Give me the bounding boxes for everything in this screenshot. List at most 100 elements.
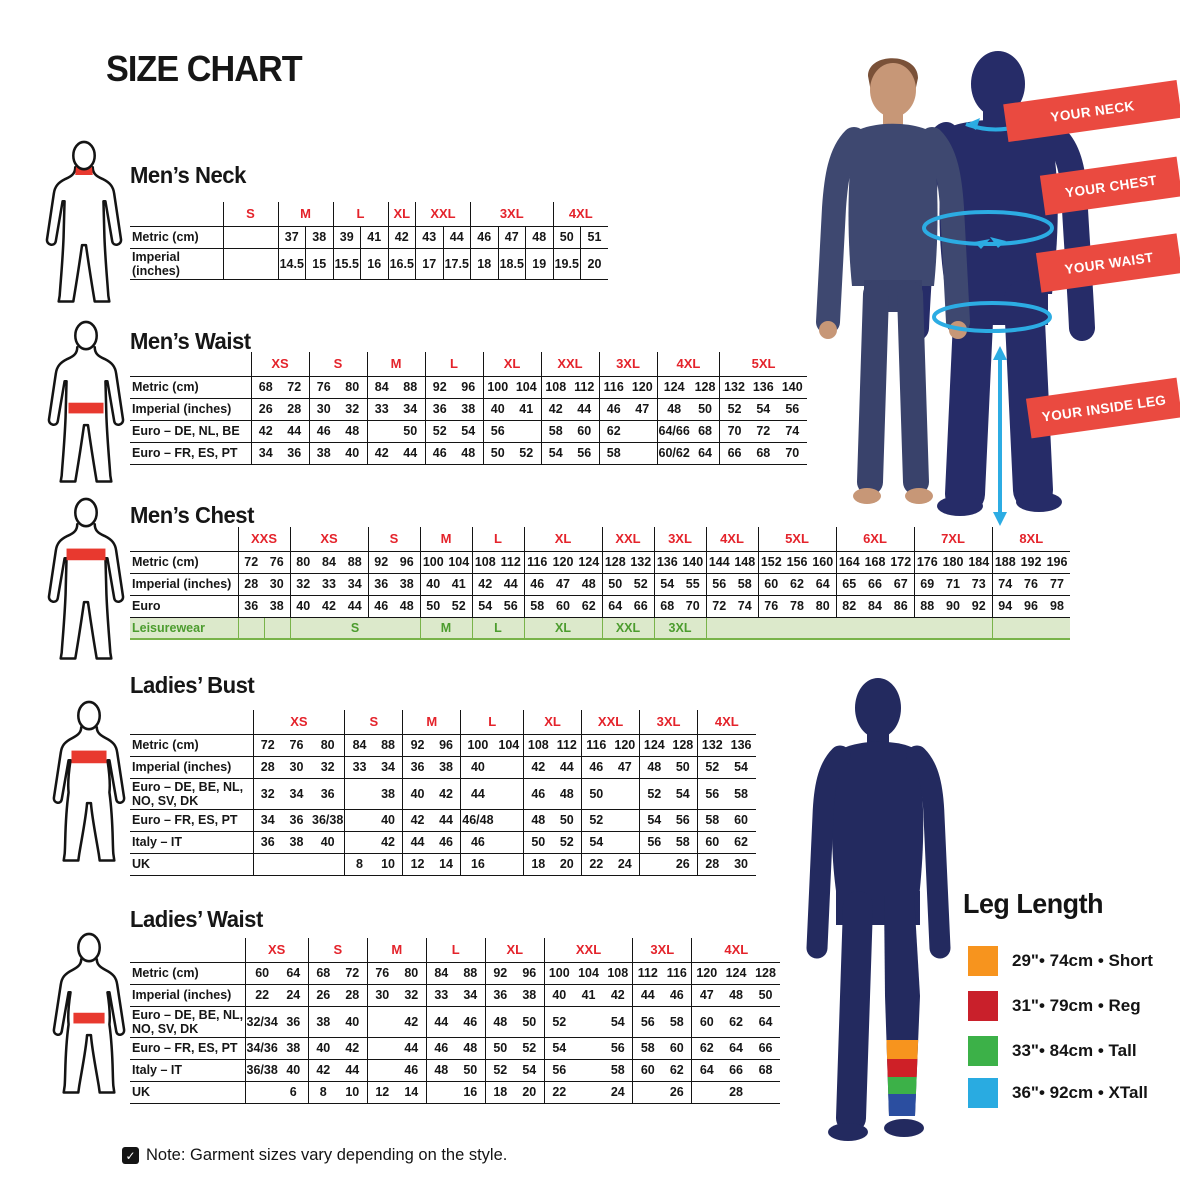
size-cell: 26 bbox=[307, 984, 338, 1007]
size-group-label: S bbox=[367, 527, 420, 552]
size-cell: 20 bbox=[580, 248, 608, 280]
size-cell: 37 bbox=[277, 226, 306, 249]
size-cell: 56 bbox=[668, 809, 698, 832]
size-cell: 112 bbox=[552, 734, 582, 757]
size-cell: 148 bbox=[732, 551, 758, 574]
size-cell: 168 bbox=[862, 551, 888, 574]
size-cell: 54 bbox=[726, 756, 756, 779]
size-cell: 30 bbox=[366, 984, 397, 1007]
page-title: SIZE CHART bbox=[106, 48, 303, 89]
size-cell: 96 bbox=[454, 376, 483, 399]
size-cell: 50 bbox=[396, 420, 425, 443]
female-waist-figure-icon bbox=[52, 932, 126, 1094]
legend-label: 36"• 92cm • XTall bbox=[1012, 1083, 1148, 1102]
photo-man bbox=[816, 58, 970, 504]
size-cell: 36 bbox=[367, 573, 394, 596]
size-cell: 18.5 bbox=[497, 248, 526, 280]
size-cell: 72 bbox=[252, 734, 282, 757]
size-cell: 124 bbox=[721, 962, 751, 985]
size-cell: 54 bbox=[668, 778, 698, 810]
size-group-header: XXS XS S M L XL XXL 3XL 4XL 5XL 6XL 7XL 8XL bbox=[130, 527, 1070, 552]
size-cell: 54 bbox=[471, 595, 498, 618]
size-cell: 84 bbox=[425, 962, 456, 985]
size-cell: 34 bbox=[396, 398, 425, 421]
waist-highlight bbox=[73, 1012, 105, 1024]
size-cell: 52 bbox=[639, 778, 669, 810]
table-row: UK 8 10 12 14 16 18 20 22 24 26 28 30 bbox=[130, 853, 756, 876]
size-cell bbox=[628, 420, 657, 443]
size-cell: 92 bbox=[966, 595, 992, 618]
size-cell: 120 bbox=[550, 551, 576, 574]
size-group-label: XXS bbox=[237, 527, 290, 552]
size-cell: 104 bbox=[573, 962, 604, 985]
size-group-label: 3XL bbox=[639, 710, 698, 735]
size-cell: 92 bbox=[367, 551, 394, 574]
size-cell bbox=[573, 1059, 604, 1082]
size-cell: 56 bbox=[498, 595, 524, 618]
size-group-label: 3XL bbox=[598, 352, 657, 377]
size-cell: 22 bbox=[244, 984, 279, 1007]
size-cell: 22 bbox=[543, 1081, 574, 1104]
size-cell: 40 bbox=[307, 1037, 338, 1060]
size-cell: 62 bbox=[784, 573, 810, 596]
size-cell: 72 bbox=[705, 595, 732, 618]
size-cell: 58 bbox=[632, 1037, 663, 1060]
size-cell: 36/38 bbox=[311, 809, 345, 832]
size-cell: 54 bbox=[603, 1006, 633, 1038]
size-cell: 38 bbox=[308, 442, 338, 465]
size-cell: 44 bbox=[425, 1006, 456, 1038]
mens-chest-table: XXS XS S M L XL XXL 3XL 4XL 5XL 6XL 7XL 8XL Metric (c… bbox=[130, 527, 1070, 640]
size-cell: 84 bbox=[366, 376, 396, 399]
size-cell: 42 bbox=[373, 831, 403, 854]
size-cell: 44 bbox=[552, 756, 582, 779]
size-cell bbox=[610, 831, 640, 854]
size-cell bbox=[573, 1006, 604, 1038]
size-cell: 47 bbox=[691, 984, 722, 1007]
size-cell: 62 bbox=[721, 1006, 751, 1038]
note-text: Note: Garment sizes vary depending on th… bbox=[146, 1146, 508, 1164]
size-cell: 54 bbox=[653, 573, 680, 596]
reg-swatch bbox=[968, 991, 998, 1021]
size-cell: 94 bbox=[991, 595, 1018, 618]
size-cell: 77 bbox=[1044, 573, 1070, 596]
row-label: Euro – DE, BE, NL, NO, SV, DK bbox=[130, 778, 253, 810]
size-cell: 116 bbox=[523, 551, 550, 574]
size-cell: 124 bbox=[656, 376, 691, 399]
size-cell: 42 bbox=[250, 420, 280, 443]
size-cell: 56 bbox=[603, 1037, 633, 1060]
size-cell: 120 bbox=[610, 734, 640, 757]
size-cell: 48 bbox=[525, 226, 553, 249]
size-cell: 19 bbox=[525, 248, 553, 280]
size-cell: 82 bbox=[835, 595, 862, 618]
xtall-swatch bbox=[968, 1078, 998, 1108]
size-cell: 34 bbox=[455, 984, 486, 1007]
table-row: Euro – DE, BE, NL, NO, SV, DK 32/34 36 38 40… bbox=[130, 1006, 781, 1038]
size-cell: 98 bbox=[1044, 595, 1070, 618]
label-column bbox=[130, 352, 251, 377]
size-cell: 76 bbox=[264, 551, 290, 574]
size-cell: 16 bbox=[360, 248, 388, 280]
table-row: Imperial (inches) 22 24 26 28 30 32 33 34 36 38 40 4… bbox=[130, 984, 781, 1007]
female-bust-figure-icon bbox=[52, 700, 126, 862]
size-group-label: XL bbox=[523, 527, 602, 552]
size-cell: 56 bbox=[482, 420, 512, 443]
size-cell: 44 bbox=[632, 984, 663, 1007]
size-cell: 40 bbox=[278, 1059, 309, 1082]
size-cell: 68 bbox=[748, 442, 778, 465]
size-cell: 51 bbox=[580, 226, 608, 249]
chest-highlight bbox=[66, 548, 106, 561]
size-cell bbox=[494, 809, 524, 832]
size-cell: 60/62 bbox=[656, 442, 691, 465]
row-label: Euro – DE, BE, NL, NO, SV, DK bbox=[130, 1006, 245, 1038]
size-group-label: 5XL bbox=[757, 527, 836, 552]
size-cell: 120 bbox=[628, 376, 657, 399]
leg-length-item-tall: 33"• 84cm • Tall bbox=[968, 1036, 1137, 1066]
size-cell: 60 bbox=[662, 1037, 692, 1060]
size-cell bbox=[705, 617, 992, 640]
size-cell: 20 bbox=[514, 1081, 545, 1104]
size-group-label: 7XL bbox=[913, 527, 992, 552]
size-cell: 28 bbox=[721, 1081, 751, 1104]
size-cell: 46 bbox=[581, 756, 611, 779]
size-cell: 34 bbox=[373, 756, 403, 779]
size-cell: 68 bbox=[690, 420, 720, 443]
